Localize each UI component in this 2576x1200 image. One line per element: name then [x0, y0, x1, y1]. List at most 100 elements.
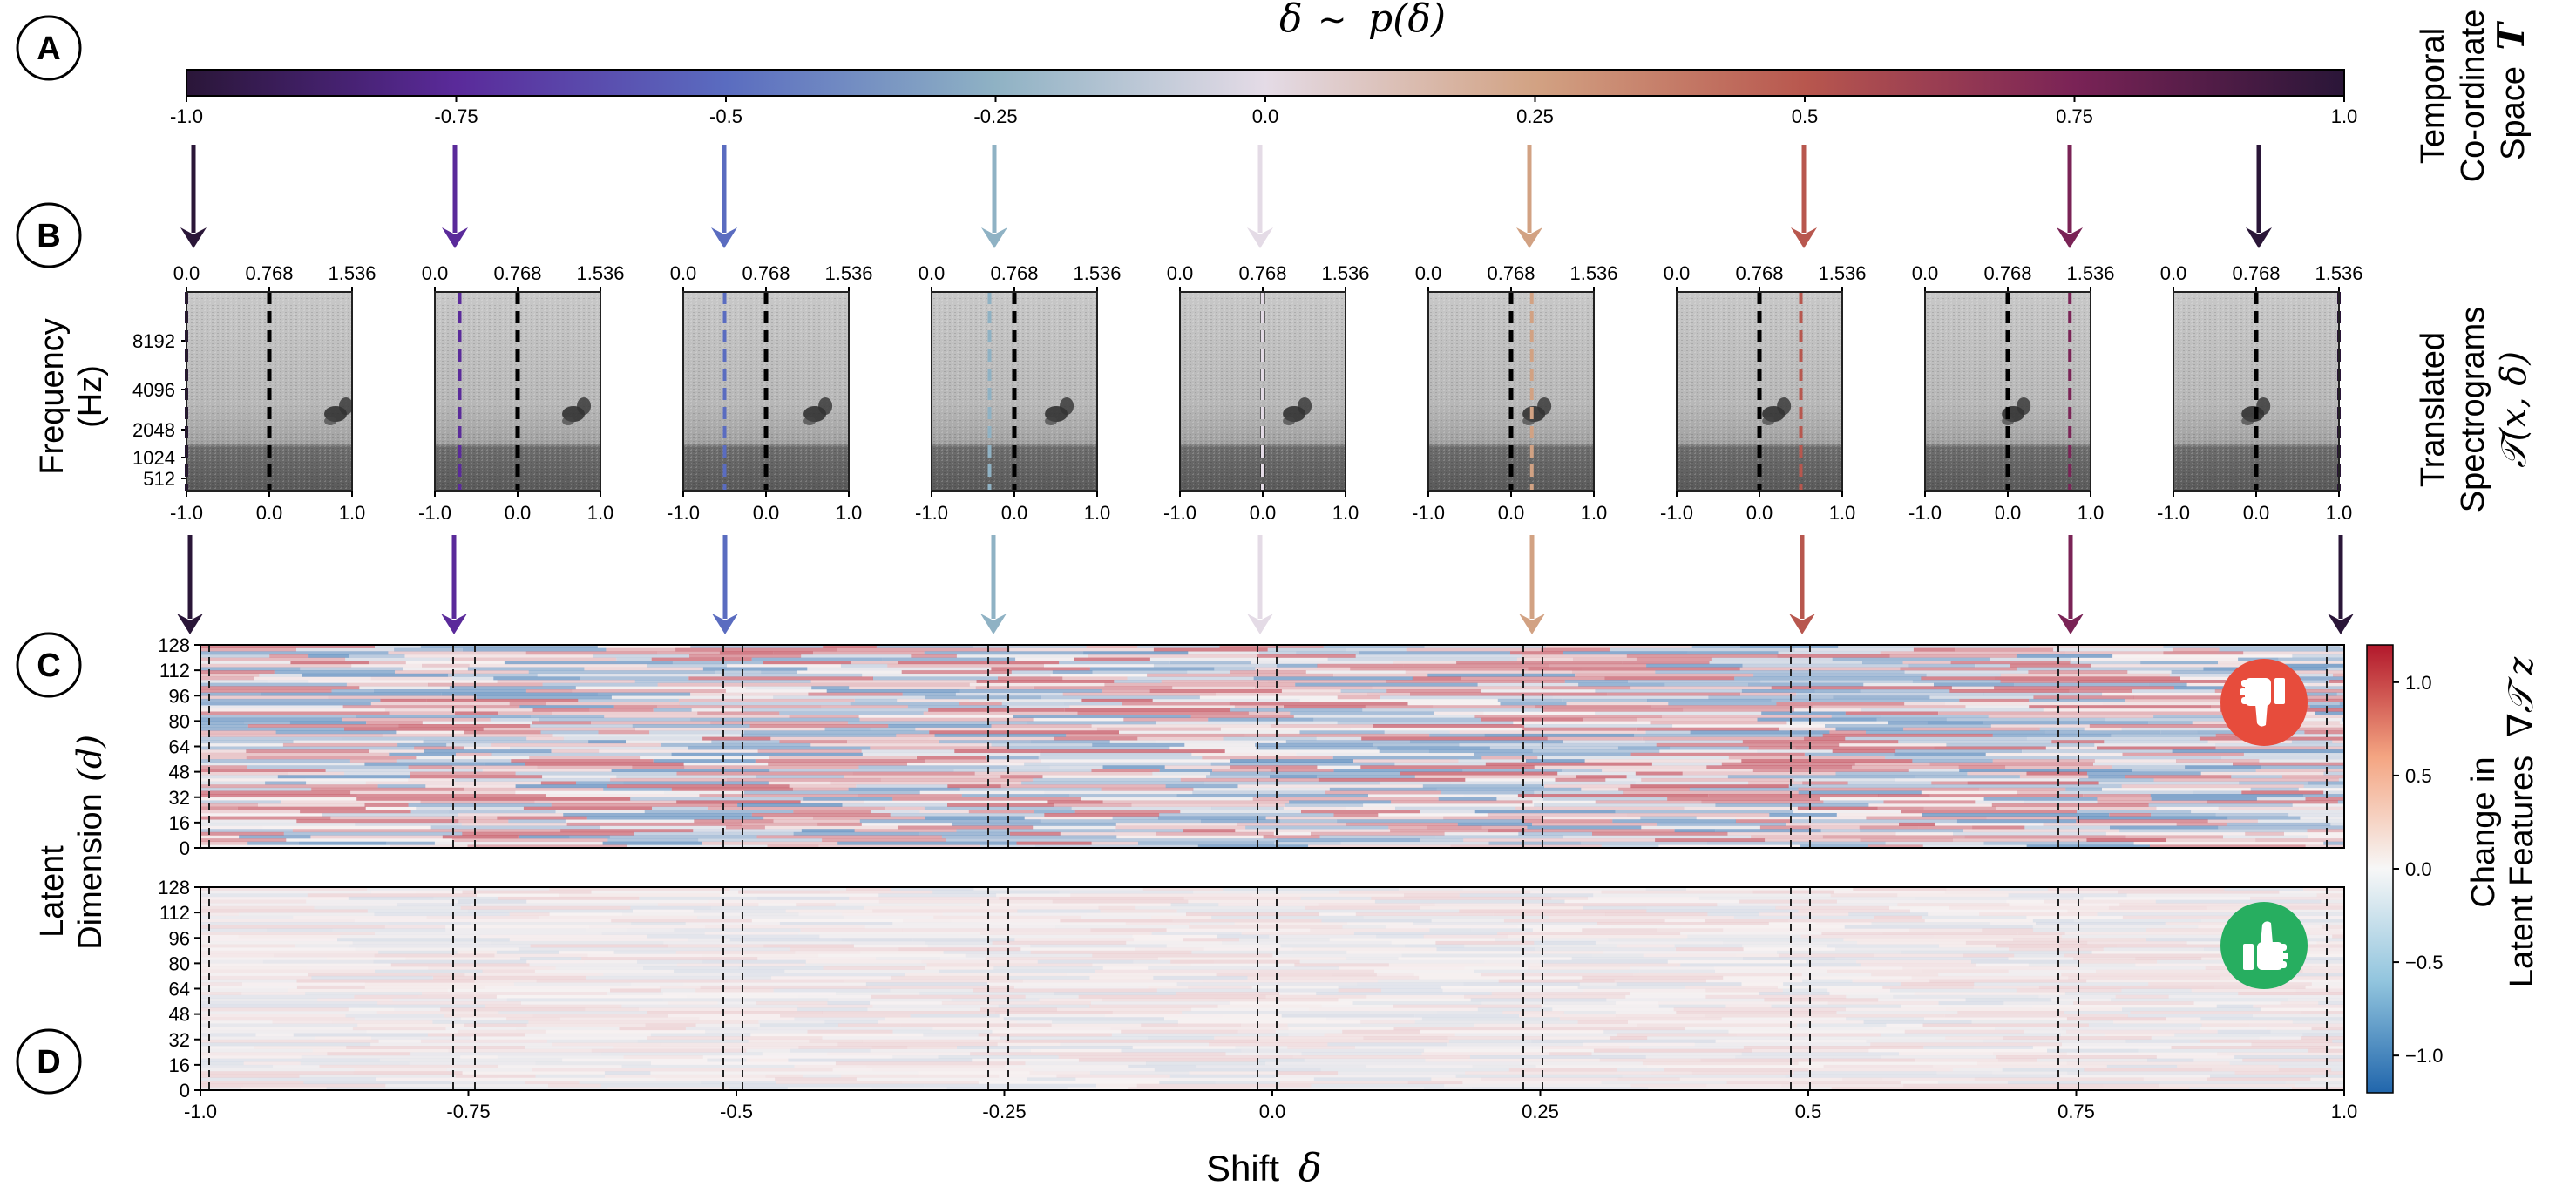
arrow-mid-head	[2328, 614, 2354, 634]
heatmap-cell	[2103, 1083, 2159, 1088]
heatmap-cell	[1579, 982, 1617, 986]
heatmap-cell	[773, 651, 813, 655]
heatmap-cell	[1524, 829, 1675, 833]
heatmap-cell	[588, 954, 702, 958]
heatmap-cell	[1735, 819, 1792, 824]
heatmap-cell	[1837, 900, 2007, 904]
heatmap-cell	[440, 1007, 586, 1012]
heatmap-cell	[846, 887, 891, 891]
heatmap-cell	[1030, 944, 1167, 948]
heatmap-cell	[792, 787, 849, 791]
heatmap-cell	[1734, 676, 1922, 681]
heatmap-cell	[1089, 667, 1215, 671]
heatmap-cell	[2148, 682, 2187, 687]
heatmap-cell	[745, 969, 785, 973]
heatmap-cell	[482, 769, 612, 772]
heatmap-cell	[768, 762, 907, 766]
heatmap-cell	[1642, 1061, 1799, 1066]
heatmap-cell	[1007, 705, 1070, 709]
vocalization-mark	[1762, 397, 1792, 425]
heatmap-cell	[1365, 699, 1498, 702]
heatmap-cell	[1270, 775, 1318, 779]
heatmap-cell	[864, 800, 1048, 803]
heatmap-cell	[943, 912, 1087, 916]
heatmap-cell	[356, 715, 531, 719]
heatmap-cell	[1151, 932, 1242, 935]
heatmap-cell	[540, 730, 599, 735]
heatmap-cell	[200, 893, 308, 898]
heatmap-cell	[1562, 698, 1648, 702]
heatmap-cell	[2260, 742, 2344, 747]
heatmap-cell	[1334, 909, 1460, 913]
heatmap-cell	[2281, 957, 2344, 961]
heatmap-cell	[1799, 1061, 1977, 1065]
heatmap-cell	[1546, 645, 1692, 648]
spectro-top-tick-label: 0.0	[422, 262, 449, 284]
heatmap-cell	[301, 1055, 461, 1059]
heatmap-cell	[2207, 819, 2258, 824]
heatmap-cell	[1786, 822, 1899, 826]
heatmap-cell	[1183, 829, 1236, 833]
heatmap-cell	[1353, 759, 1459, 763]
heatmap-cell	[1876, 717, 1947, 722]
heatmap-cell	[1522, 727, 1637, 731]
heatmap-cell	[657, 903, 759, 907]
heatmap-cell	[1931, 781, 1968, 785]
heatmap-cell	[2296, 698, 2344, 702]
heatmap-cell	[1626, 654, 1778, 658]
heatmap-cell	[715, 670, 762, 675]
heatmap-cell	[1229, 702, 1408, 706]
heatmap-cell	[461, 1017, 506, 1020]
heatmap-cell	[2024, 825, 2110, 830]
heatmap-cell	[1038, 756, 1203, 760]
heatmap-cell	[1662, 715, 1832, 719]
heatmap-cell	[993, 966, 1103, 970]
heatmap-cell	[1104, 682, 1296, 687]
heatmap-cell	[2033, 695, 2134, 700]
spectro-bottom-tick-label: 0.0	[505, 502, 532, 524]
heatmap-cell	[1534, 940, 1596, 945]
heatmap-cell	[1532, 749, 1660, 754]
heatmap-cell	[306, 900, 458, 904]
heatmap-cell	[868, 985, 1014, 989]
heatmap-cell	[807, 667, 992, 671]
heatmap-cell	[1059, 1052, 1226, 1056]
heatmap-cell	[370, 676, 452, 681]
heatmap-cell	[864, 906, 1035, 910]
spectro-bottom-tick-label: 1.0	[1581, 502, 1608, 524]
heatmap-cell	[200, 979, 297, 983]
spectro-top-tick-label: 0.768	[2232, 262, 2280, 284]
heatmap-cell	[2108, 905, 2207, 910]
heatmap-cell	[1536, 1065, 1648, 1068]
heatmap-cell	[1541, 686, 1631, 690]
heatmap-cell	[2201, 1023, 2250, 1027]
heatmap-cell	[1689, 787, 1799, 791]
heatmap-cell	[616, 775, 756, 779]
heatmap-cell	[1582, 975, 1724, 980]
heatmap-cell	[859, 819, 1041, 824]
heatmap-cell	[1744, 947, 1835, 951]
heatmap-cell	[1215, 1081, 1280, 1085]
heatmap-cell	[1804, 736, 1846, 741]
heatmap-cell	[1192, 790, 1325, 795]
colorbar-top-tick-label: 0.0	[1252, 105, 1279, 127]
heatmap-cell	[1572, 670, 1656, 675]
heatmap-cell	[424, 749, 552, 754]
heatmap-cell	[2303, 794, 2344, 798]
colorbar-top-tick-label: 0.5	[1792, 105, 1819, 127]
change-line1: Change in	[2465, 756, 2502, 907]
heatmap-cell	[929, 730, 1119, 735]
heatmap-cell	[818, 844, 980, 849]
heatmap-cell	[947, 803, 1054, 807]
heatmap-cell	[559, 893, 720, 897]
heatmap-cell	[1191, 753, 1296, 756]
heatmap-cell	[1000, 784, 1166, 789]
heatmap-cell	[2155, 899, 2322, 904]
heatmap-cell	[1534, 803, 1716, 807]
heatmap-cell	[702, 667, 808, 671]
heatmap-cell	[1101, 787, 1194, 791]
heatmap-cell	[200, 909, 368, 913]
heatmap-cell	[498, 1077, 656, 1081]
heatmap-cell	[1390, 829, 1489, 833]
heatmap-cell	[458, 1029, 546, 1034]
